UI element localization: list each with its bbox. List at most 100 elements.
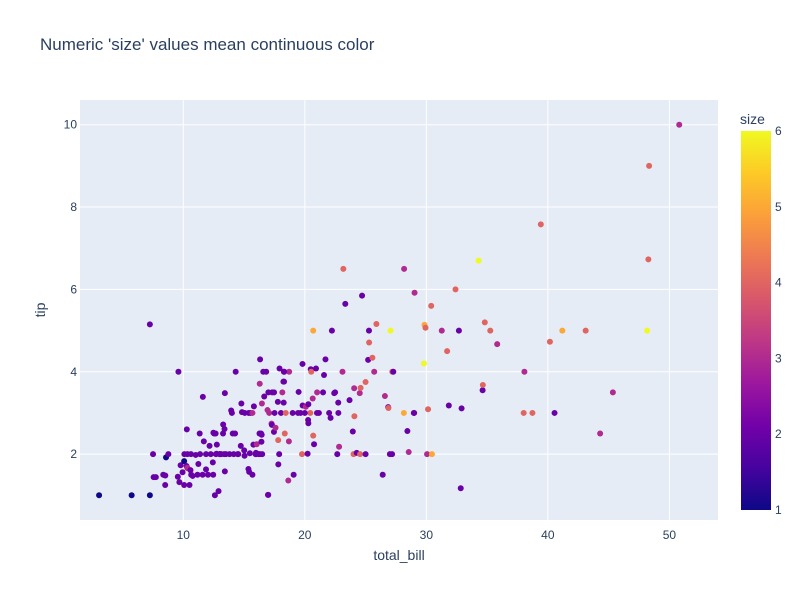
data-point (321, 372, 328, 379)
data-point (207, 451, 214, 458)
data-point (275, 461, 282, 468)
data-point (280, 399, 287, 406)
data-point (281, 378, 288, 385)
data-point (438, 327, 445, 334)
data-point (676, 121, 683, 128)
x-tick-labels: 10 20 30 40 50 (177, 528, 677, 542)
data-point (187, 467, 194, 474)
y-tick-label: 8 (70, 200, 77, 214)
y-axis-title: tip (32, 302, 48, 317)
data-point (297, 409, 304, 416)
data-point (276, 365, 283, 372)
data-point (221, 390, 228, 397)
data-point (559, 327, 566, 334)
data-point (481, 319, 488, 326)
data-point (266, 409, 273, 416)
scatter-points (96, 121, 683, 499)
colorbar-tick-labels: 1 2 3 4 5 6 (775, 124, 782, 517)
data-point (457, 485, 464, 492)
x-tick-label: 50 (663, 528, 677, 542)
data-point (210, 471, 217, 478)
data-point (351, 413, 358, 420)
data-point (237, 442, 244, 449)
x-tick-label: 30 (420, 528, 434, 542)
data-point (334, 451, 341, 458)
data-point (258, 438, 265, 445)
data-point (241, 452, 248, 459)
data-point (128, 492, 135, 499)
data-point (194, 471, 201, 478)
data-point (335, 409, 342, 416)
data-point (308, 368, 315, 375)
data-point (282, 409, 289, 416)
data-point (196, 430, 203, 437)
colorbar-tick-label: 5 (775, 200, 782, 214)
data-point (529, 409, 536, 416)
data-point (261, 393, 268, 400)
data-point (359, 292, 366, 299)
colorbar-title: size (740, 111, 765, 127)
data-point (312, 365, 319, 372)
data-point (371, 368, 378, 375)
data-point (221, 468, 228, 475)
data-point (390, 368, 397, 375)
data-point (365, 327, 372, 334)
data-point (165, 451, 172, 458)
data-point (253, 441, 260, 448)
data-point (295, 388, 302, 395)
data-point (475, 257, 482, 264)
data-point (299, 451, 306, 458)
data-point (274, 398, 281, 405)
data-point (327, 414, 334, 421)
data-point (146, 321, 153, 328)
data-point (304, 450, 311, 457)
data-point (379, 471, 386, 478)
x-tick-label: 40 (541, 528, 555, 542)
x-tick-label: 20 (298, 528, 312, 542)
data-point (187, 451, 194, 458)
data-point (326, 409, 333, 416)
data-point (286, 368, 293, 375)
data-point (420, 360, 427, 367)
data-point (203, 451, 210, 458)
data-point (176, 479, 183, 486)
data-point (197, 451, 204, 458)
y-tick-label: 2 (70, 447, 77, 461)
data-point (452, 286, 459, 293)
data-point (351, 385, 358, 392)
data-point (445, 402, 452, 409)
data-point (278, 409, 285, 416)
data-point (249, 409, 256, 416)
data-point (346, 397, 353, 404)
data-point (241, 447, 248, 454)
data-point (479, 381, 486, 388)
data-point (281, 430, 288, 437)
data-point (211, 492, 218, 499)
data-point (275, 437, 282, 444)
data-point (290, 471, 297, 478)
data-point (299, 360, 306, 367)
colorbar-tick-label: 2 (775, 427, 782, 441)
data-point (289, 409, 296, 416)
data-point (311, 441, 318, 448)
data-point (335, 399, 342, 406)
data-point (265, 491, 272, 498)
data-point (209, 459, 216, 466)
data-point (307, 409, 314, 416)
data-point (203, 466, 210, 473)
data-point (537, 221, 544, 228)
data-point (645, 256, 652, 263)
data-point (285, 438, 292, 445)
data-point (195, 461, 202, 467)
chart-title: Numeric 'size' values mean continuous co… (40, 35, 375, 54)
y-tick-labels: 2 4 6 8 10 (64, 118, 78, 461)
data-point (220, 430, 227, 437)
data-point (401, 265, 408, 272)
data-point (162, 472, 169, 479)
data-point (206, 442, 213, 449)
data-point (404, 428, 411, 435)
data-point (305, 420, 312, 427)
data-point (215, 488, 222, 495)
plot-area (80, 100, 718, 520)
